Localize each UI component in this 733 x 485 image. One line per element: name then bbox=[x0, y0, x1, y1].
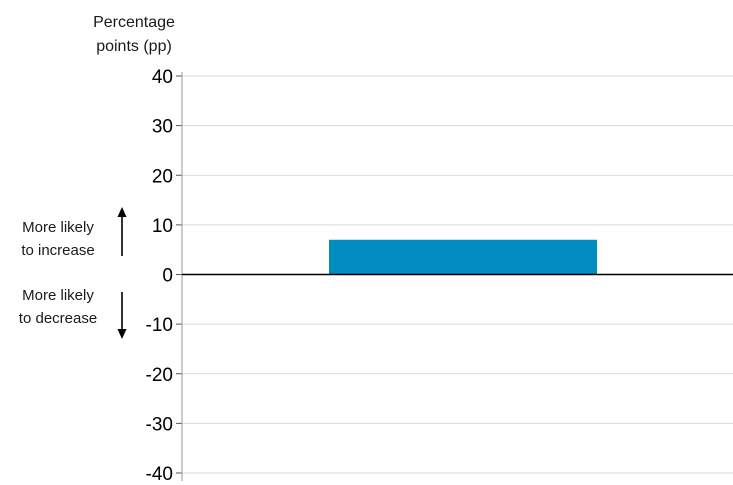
gridlines bbox=[182, 75, 733, 474]
bar bbox=[329, 239, 597, 275]
annotation-up-line-2: to increase bbox=[21, 242, 94, 259]
y-axis-title-line-1: Percentage bbox=[93, 14, 175, 31]
annotation-up-line-1: More likely bbox=[22, 219, 94, 236]
annotation-down-line-1: More likely bbox=[22, 287, 94, 304]
y-tick-label: -30 bbox=[146, 414, 173, 435]
y-tick-label: 40 bbox=[152, 67, 173, 88]
y-axis-title-line-2: points (pp) bbox=[96, 38, 172, 55]
y-tick-label: 0 bbox=[162, 266, 173, 287]
y-tick-label: 10 bbox=[152, 216, 173, 237]
arrow-up-icon bbox=[117, 207, 127, 256]
y-axis-ticks: 40 30 20 10 0 -10 -20 -30 -40 bbox=[146, 67, 182, 485]
y-tick-label: 30 bbox=[152, 117, 173, 138]
annotation-down-line-2: to decrease bbox=[19, 310, 97, 327]
bars bbox=[329, 239, 597, 275]
y-tick-label: -40 bbox=[146, 464, 173, 485]
y-tick-label: -10 bbox=[146, 315, 173, 336]
arrow-down-icon bbox=[117, 292, 127, 339]
y-tick-label: -20 bbox=[146, 365, 173, 386]
y-tick-label: 20 bbox=[152, 166, 173, 187]
